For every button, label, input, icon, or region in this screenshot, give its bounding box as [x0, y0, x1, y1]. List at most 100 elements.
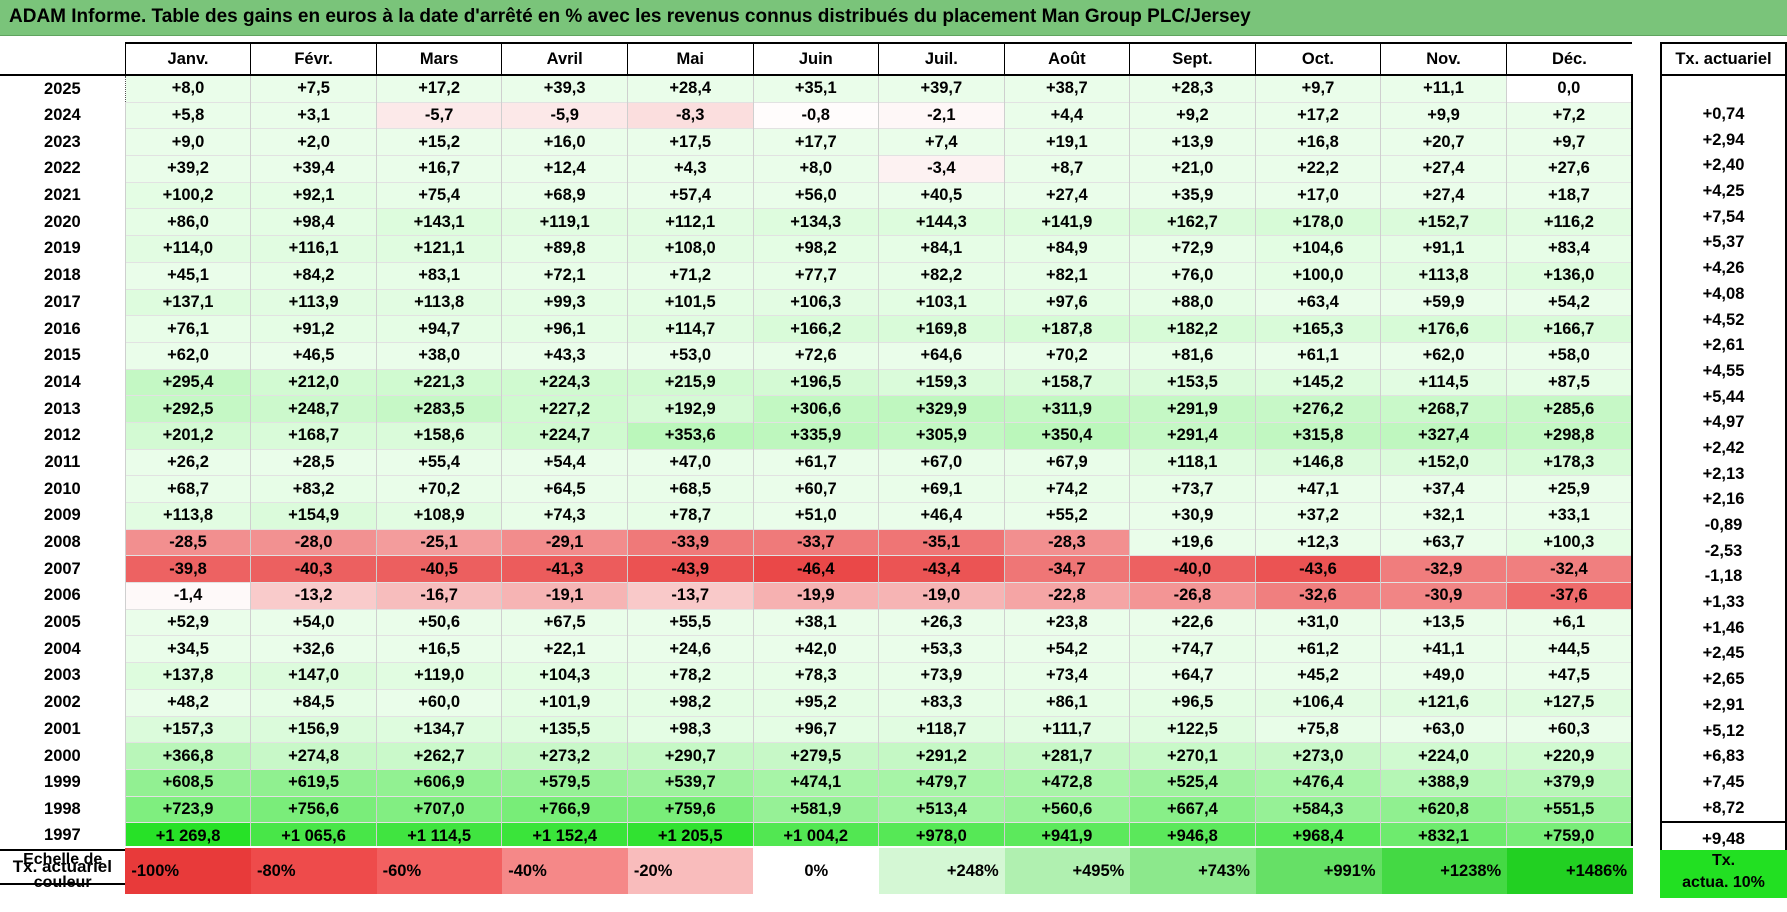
- gain-cell: +24,6: [626, 635, 753, 663]
- gain-cell: -39,8: [124, 555, 251, 583]
- table-row: 2017 +137,1 +113,9 +113,8 +99,3 +101,5 +106,3 +…: [0, 288, 1633, 316]
- gain-cell: +98,2: [626, 688, 753, 716]
- gain-cell: +122,5: [1129, 715, 1256, 743]
- gain-cell: +91,2: [250, 315, 377, 343]
- gain-cell: +551,5: [1505, 795, 1633, 823]
- gain-cell: +276,2: [1254, 395, 1381, 423]
- gain-cell: +279,5: [752, 742, 879, 770]
- gain-cell: -22,8: [1003, 582, 1130, 610]
- gain-cell: +104,6: [1254, 235, 1381, 263]
- gain-cell: +153,5: [1129, 368, 1256, 396]
- gain-cell: +70,2: [375, 475, 502, 503]
- actuarial-rate-cell: +2,40: [1660, 153, 1787, 179]
- gain-cell: +91,1: [1380, 235, 1507, 263]
- gain-cell: +292,5: [124, 395, 251, 423]
- gain-cell: +119,1: [501, 208, 628, 236]
- actuarial-rate-cell: +5,44: [1660, 384, 1787, 410]
- gain-cell: +1 065,6: [250, 822, 377, 850]
- actuarial-rate-cell: +2,16: [1660, 487, 1787, 513]
- gain-cell: +619,5: [250, 768, 377, 797]
- gain-cell: +6,1: [1505, 608, 1633, 636]
- gain-cell: +620,8: [1380, 795, 1507, 823]
- table-row: 2000 +366,8 +274,8 +262,7 +273,2 +290,7 +279,5…: [0, 742, 1633, 770]
- gain-cell: +34,5: [124, 635, 251, 663]
- gain-cell: +134,7: [375, 715, 502, 743]
- color-scale-swatch: +248%: [879, 846, 1005, 896]
- gain-cell: +32,1: [1380, 502, 1507, 530]
- gain-cell: +59,9: [1380, 288, 1507, 316]
- gain-cell: +54,2: [1003, 635, 1130, 663]
- color-scale-swatch: -20%: [627, 846, 754, 896]
- gain-cell: +64,6: [878, 341, 1005, 370]
- gain-cell: +61,2: [1254, 635, 1381, 663]
- gain-cell: +15,2: [375, 128, 502, 156]
- month-header: Mai: [626, 42, 753, 76]
- gain-cell: +74,7: [1129, 635, 1256, 663]
- gain-cell: +224,0: [1380, 742, 1507, 770]
- gain-cell: +1 269,8: [124, 822, 251, 850]
- gain-cell: -29,1: [501, 528, 628, 556]
- gain-cell: +17,0: [1254, 181, 1381, 209]
- gain-cell: +606,9: [375, 768, 502, 797]
- gain-cell: +104,3: [501, 662, 628, 690]
- gain-cell: -28,5: [124, 528, 251, 556]
- gain-cell: +9,7: [1254, 74, 1381, 103]
- gain-cell: +16,8: [1254, 128, 1381, 156]
- gain-cell: -5,9: [501, 101, 628, 129]
- gain-cell: -2,1: [878, 101, 1005, 129]
- gain-cell: +106,4: [1254, 688, 1381, 716]
- gain-cell: +89,8: [501, 235, 628, 263]
- gain-cell: +5,8: [124, 101, 251, 129]
- gain-cell: +37,2: [1254, 502, 1381, 530]
- color-scale-swatch: +1238%: [1381, 846, 1508, 896]
- gain-cell: +201,2: [124, 421, 251, 450]
- gain-cell: +37,4: [1380, 475, 1507, 503]
- gain-cell: +273,0: [1254, 742, 1381, 770]
- gain-cell: -25,1: [375, 528, 502, 556]
- gain-cell: +169,8: [878, 315, 1005, 343]
- color-scale-swatch: +991%: [1255, 846, 1382, 896]
- gain-cell: -30,9: [1380, 582, 1507, 610]
- gain-cell: +22,2: [1254, 155, 1381, 183]
- gain-cell: +274,8: [250, 742, 377, 770]
- actuarial-rate-cell: +0,74: [1660, 101, 1787, 128]
- gain-cell: -13,7: [626, 582, 753, 610]
- month-header: Sept.: [1129, 42, 1256, 76]
- gain-cell: +100,0: [1254, 261, 1381, 289]
- gain-cell: +12,4: [501, 155, 628, 183]
- gain-cell: +56,0: [752, 181, 879, 209]
- gain-cell: -28,3: [1003, 528, 1130, 556]
- gain-cell: -19,9: [752, 582, 879, 610]
- gain-cell: +47,1: [1254, 475, 1381, 503]
- gain-cell: +73,9: [878, 662, 1005, 690]
- side-header: Tx. actuariel: [1660, 42, 1787, 76]
- table-row: 2008 -28,5 -28,0 -25,1 -29,1 -33,9 -33,7 -35,1-…: [0, 528, 1633, 556]
- gain-cell: +68,7: [124, 475, 251, 503]
- table-row: 2002 +48,2 +84,5 +60,0 +101,9 +98,2 +95,2 +83,3…: [0, 688, 1633, 716]
- gain-cell: +55,2: [1003, 502, 1130, 530]
- title-bar: ADAM Informe. Table des gains en euros à…: [0, 0, 1787, 36]
- month-header: Nov.: [1380, 42, 1507, 76]
- year-label: 2020: [44, 212, 81, 231]
- gain-cell: +86,1: [1003, 688, 1130, 716]
- gain-cell: +39,2: [124, 155, 251, 183]
- gain-cell: +62,0: [124, 341, 251, 370]
- gain-cell: +756,6: [250, 795, 377, 823]
- year-label: 2022: [44, 159, 81, 178]
- gain-cell: +30,9: [1129, 502, 1256, 530]
- gain-cell: +27,6: [1505, 155, 1633, 183]
- gain-cell: -16,7: [375, 582, 502, 610]
- gain-cell: +306,6: [752, 395, 879, 423]
- gain-cell: +27,4: [1003, 181, 1130, 209]
- gain-cell: +114,5: [1380, 368, 1507, 396]
- gain-cell: +55,5: [626, 608, 753, 636]
- gain-cell: +108,0: [626, 235, 753, 263]
- gain-cell: +513,4: [878, 795, 1005, 823]
- gain-cell: +28,3: [1129, 74, 1256, 103]
- month-header: Déc.: [1505, 42, 1632, 76]
- actuarial-rate-column: Tx. actuariel +0,74 +2,94 +2,40 +4,25 +7,54 +…: [1660, 42, 1787, 857]
- table-row: 2010 +68,7 +83,2 +70,2 +64,5 +68,5 +60,7 +69,1 +…: [0, 475, 1633, 503]
- gain-cell: +166,2: [752, 315, 879, 343]
- gain-cell: +379,9: [1505, 768, 1633, 797]
- actuarial-rate-cell: +2,91: [1660, 692, 1787, 719]
